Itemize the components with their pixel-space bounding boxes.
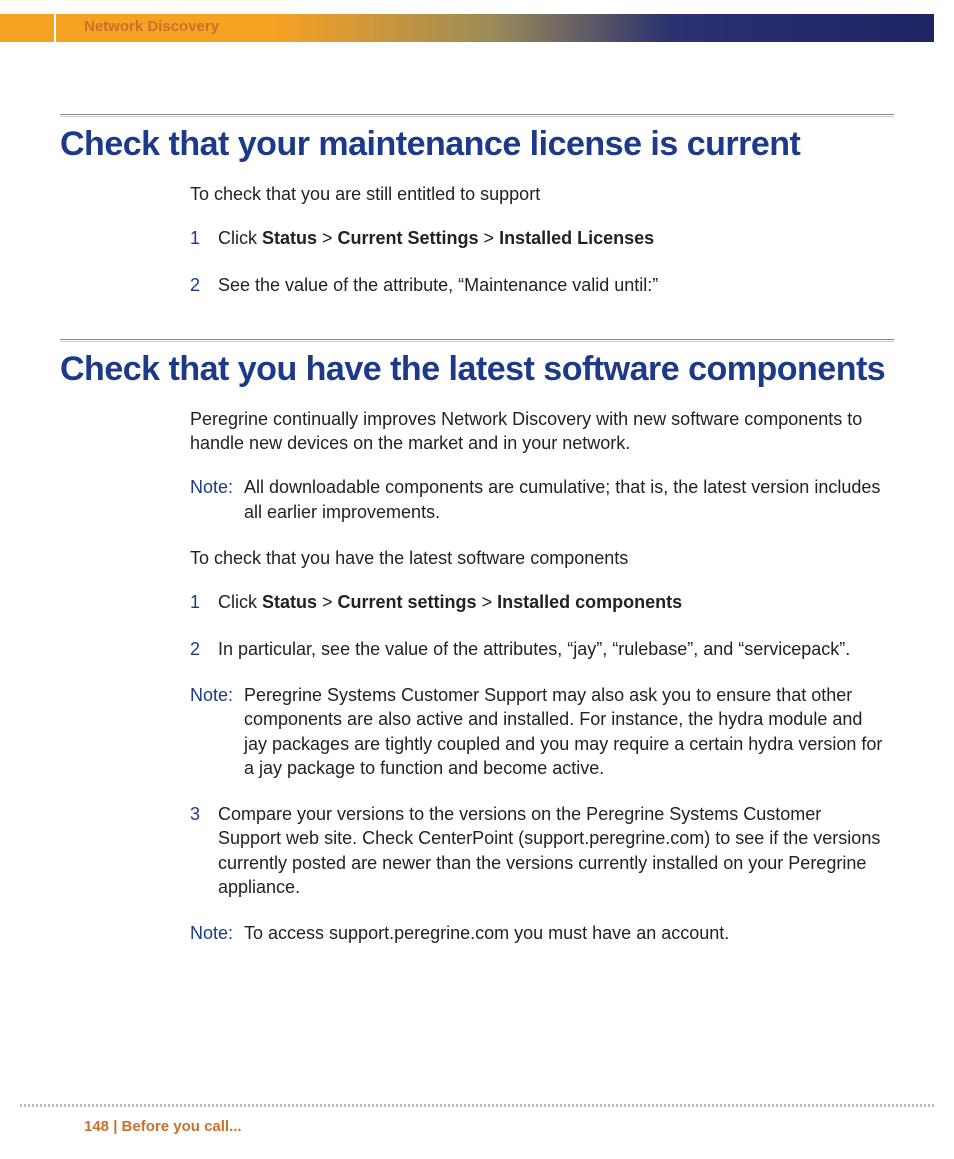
footer-rule: [20, 1104, 934, 1107]
step-text: In particular, see the value of the attr…: [218, 637, 884, 661]
note-label: Note:: [190, 683, 244, 780]
header-orange-block: [0, 14, 54, 42]
t: >: [479, 228, 500, 248]
note-text: Peregrine Systems Customer Support may a…: [244, 683, 884, 780]
section2-title: Check that you have the latest software …: [60, 350, 894, 389]
section1-intro: To check that you are still entitled to …: [190, 182, 884, 206]
t: >: [477, 592, 498, 612]
step-number: 2: [190, 273, 218, 297]
b: Status: [262, 228, 317, 248]
t: Click: [218, 592, 262, 612]
b: Status: [262, 592, 317, 612]
section1-title: Check that your maintenance license is c…: [60, 125, 894, 164]
section2-step-1: 1 Click Status > Current settings > Inst…: [190, 590, 884, 614]
section2-intro: Peregrine continually improves Network D…: [190, 407, 884, 456]
section2-step-3: 3 Compare your versions to the versions …: [190, 802, 884, 899]
note-text: To access support.peregrine.com you must…: [244, 921, 884, 945]
step-number: 1: [190, 226, 218, 250]
section1-step-2: 2 See the value of the attribute, “Maint…: [190, 273, 884, 297]
b: Installed Licenses: [499, 228, 654, 248]
b: Current Settings: [338, 228, 479, 248]
t: >: [317, 592, 338, 612]
section2-note-3: Note: To access support.peregrine.com yo…: [190, 921, 884, 945]
section2-body: Peregrine continually improves Network D…: [190, 407, 884, 946]
running-header-title: Network Discovery: [84, 18, 219, 35]
section2-note-1: Note: All downloadable components are cu…: [190, 475, 884, 524]
footer-text: 148 | Before you call...: [84, 1118, 242, 1135]
section2-step-2: 2 In particular, see the value of the at…: [190, 637, 884, 661]
section2-note-2: Note: Peregrine Systems Customer Support…: [190, 683, 884, 780]
step-number: 2: [190, 637, 218, 661]
note-text: All downloadable components are cumulati…: [244, 475, 884, 524]
note-label: Note:: [190, 921, 244, 945]
section-rule: [60, 114, 894, 117]
t: Click: [218, 228, 262, 248]
step-text: Click Status > Current Settings > Instal…: [218, 226, 884, 250]
step-text: Compare your versions to the versions on…: [218, 802, 884, 899]
section2-para2: To check that you have the latest softwa…: [190, 546, 884, 570]
step-text: See the value of the attribute, “Mainten…: [218, 273, 884, 297]
step-number: 1: [190, 590, 218, 614]
step-number: 3: [190, 802, 218, 899]
section-rule: [60, 339, 894, 342]
header-bar: Network Discovery: [0, 14, 954, 42]
t: >: [317, 228, 338, 248]
section1-body: To check that you are still entitled to …: [190, 182, 884, 297]
b: Current settings: [338, 592, 477, 612]
section1-step-1: 1 Click Status > Current Settings > Inst…: [190, 226, 884, 250]
note-label: Note:: [190, 475, 244, 524]
step-text: Click Status > Current settings > Instal…: [218, 590, 884, 614]
page-content: Check that your maintenance license is c…: [0, 114, 954, 946]
b: Installed components: [497, 592, 682, 612]
